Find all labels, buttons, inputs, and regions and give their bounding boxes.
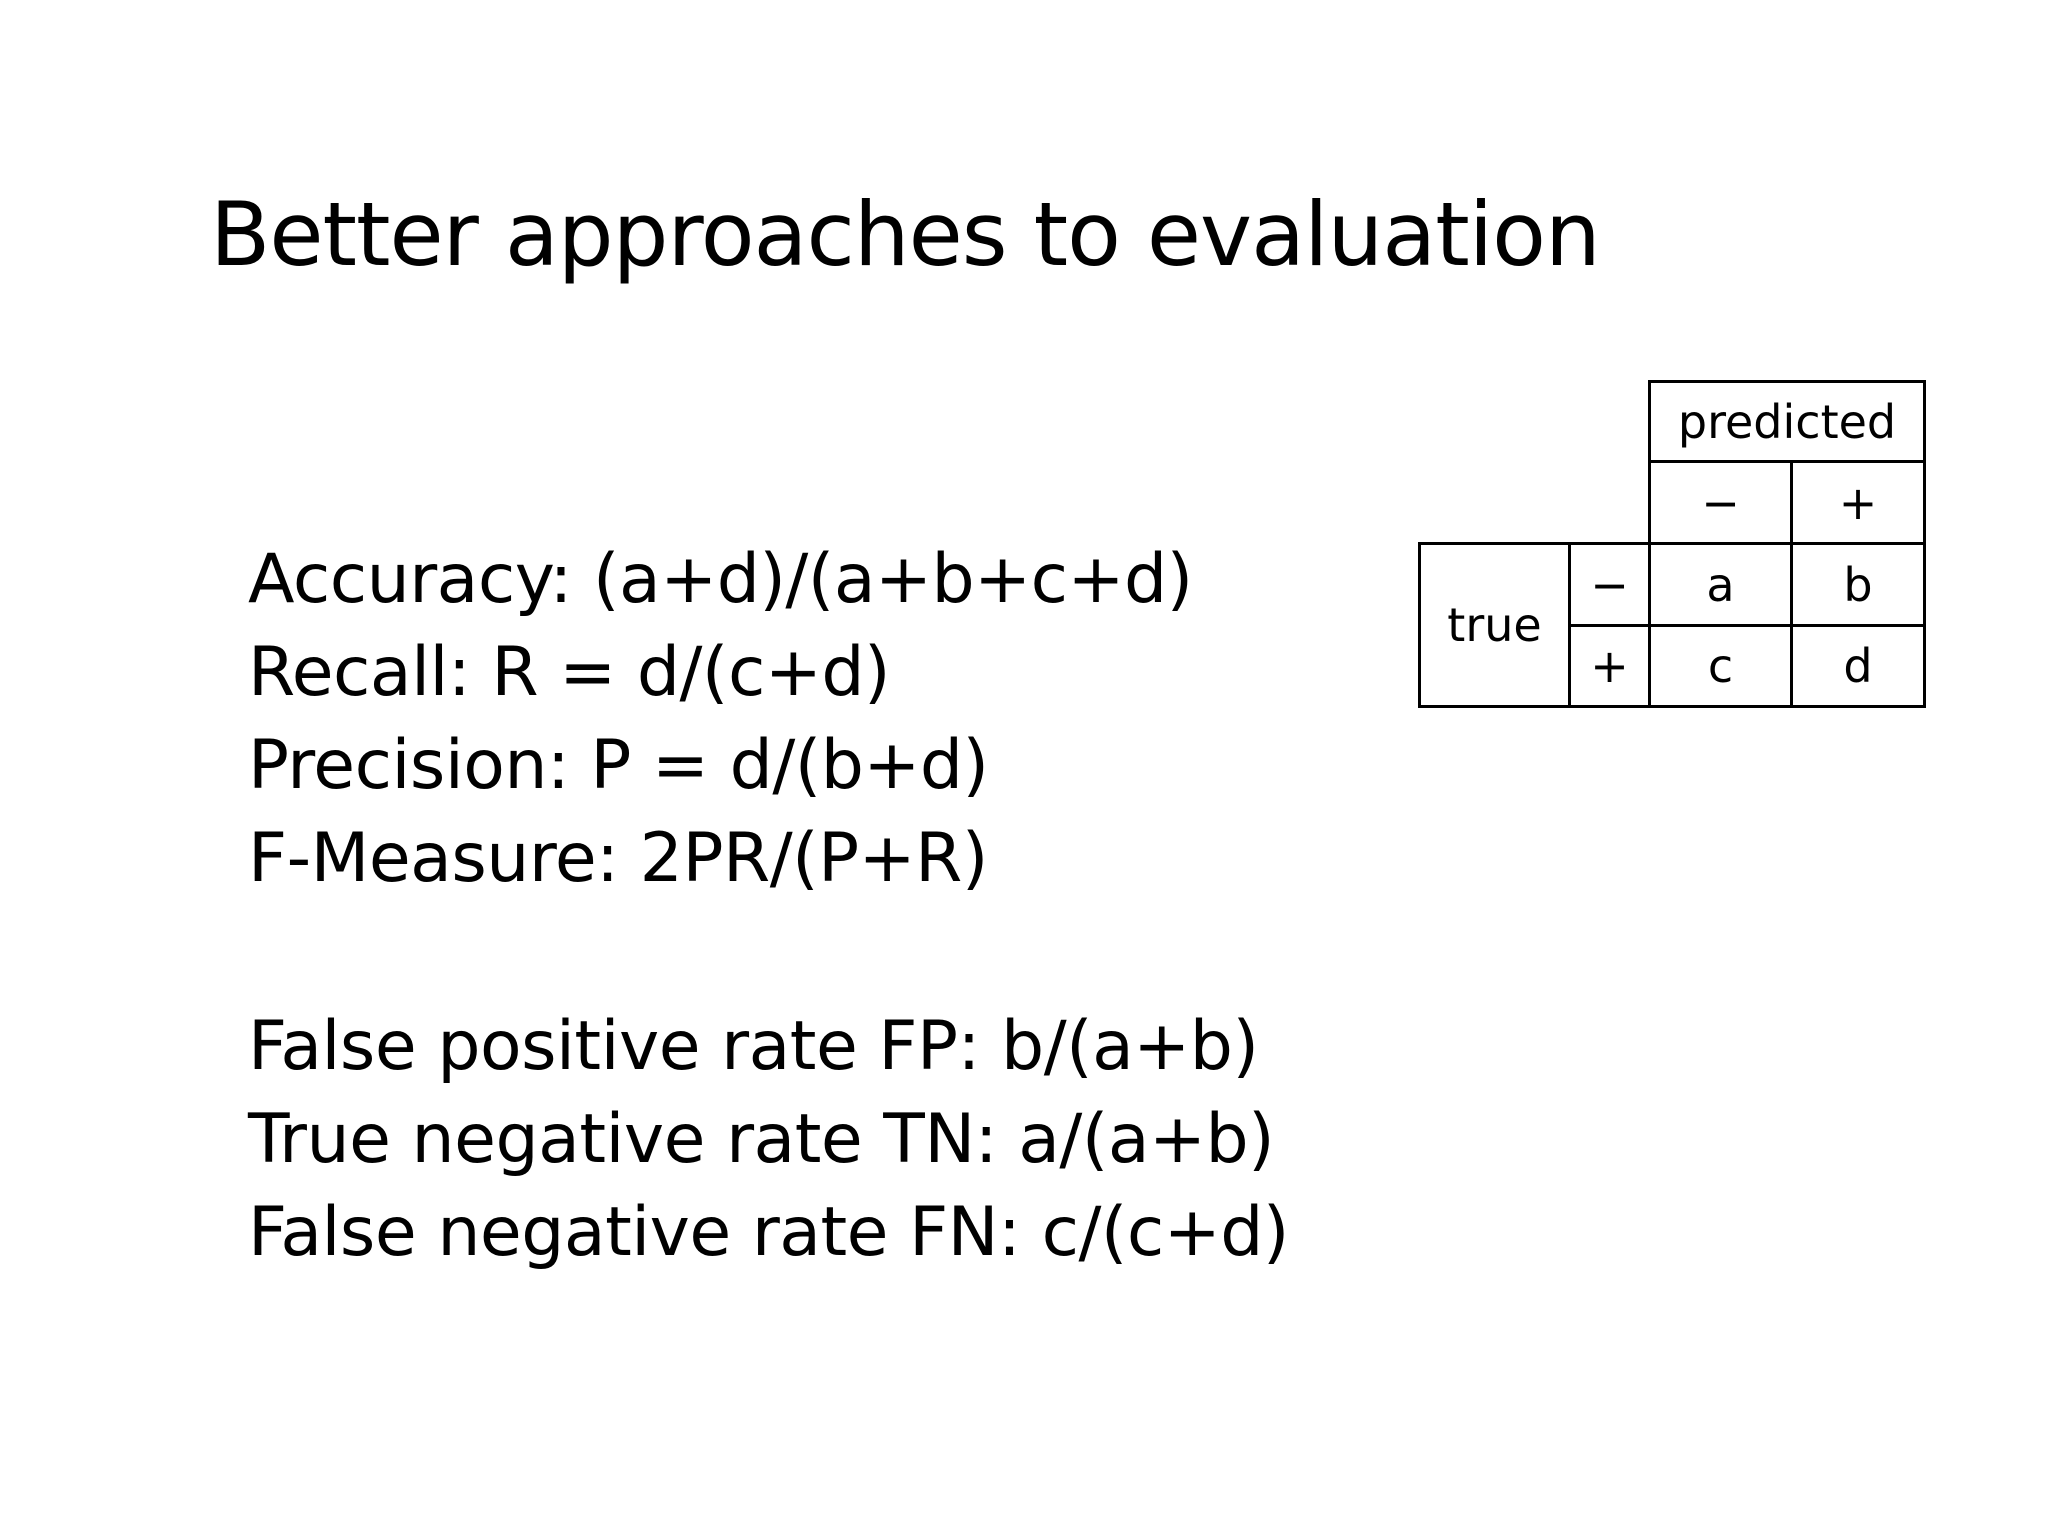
- grid-line: [1648, 380, 1926, 383]
- confusion-matrix: predicted − + true − + a b c d: [1418, 380, 1926, 708]
- precision-formula: Precision: P = d/(b+d): [248, 726, 989, 805]
- cell-a: a: [1706, 557, 1735, 612]
- true-header: true: [1447, 598, 1542, 652]
- cell-b: b: [1843, 557, 1873, 612]
- grid-line: [1648, 380, 1651, 708]
- false-negative-rate-formula: False negative rate FN: c/(c+d): [248, 1193, 1289, 1272]
- recall-formula: Recall: R = d/(c+d): [248, 633, 891, 712]
- cell-d: d: [1843, 639, 1873, 693]
- rate-formulas: False positive rate FP: b/(a+b) True neg…: [248, 1000, 1289, 1279]
- grid-line: [1790, 460, 1793, 708]
- f-measure-formula: F-Measure: 2PR/(P+R): [248, 819, 988, 898]
- grid-line: [1418, 705, 1926, 708]
- true-negative-rate-formula: True negative rate TN: a/(a+b): [248, 1100, 1275, 1179]
- grid-line: [1568, 624, 1926, 627]
- predicted-positive-header: +: [1838, 475, 1878, 530]
- accuracy-formula: Accuracy: (a+d)/(a+b+c+d): [248, 540, 1193, 619]
- grid-line: [1418, 542, 1926, 545]
- metric-formulas: Accuracy: (a+d)/(a+b+c+d) Recall: R = d/…: [248, 533, 1193, 905]
- slide-title: Better approaches to evaluation: [210, 183, 1601, 286]
- predicted-header: predicted: [1677, 394, 1897, 449]
- true-negative-header: −: [1590, 557, 1629, 612]
- true-positive-header: +: [1590, 639, 1629, 693]
- grid-line: [1923, 380, 1926, 708]
- predicted-negative-header: −: [1701, 475, 1740, 530]
- grid-line: [1568, 542, 1571, 708]
- cell-c: c: [1707, 639, 1734, 693]
- grid-line: [1648, 460, 1926, 463]
- false-positive-rate-formula: False positive rate FP: b/(a+b): [248, 1007, 1259, 1086]
- grid-line: [1418, 542, 1421, 708]
